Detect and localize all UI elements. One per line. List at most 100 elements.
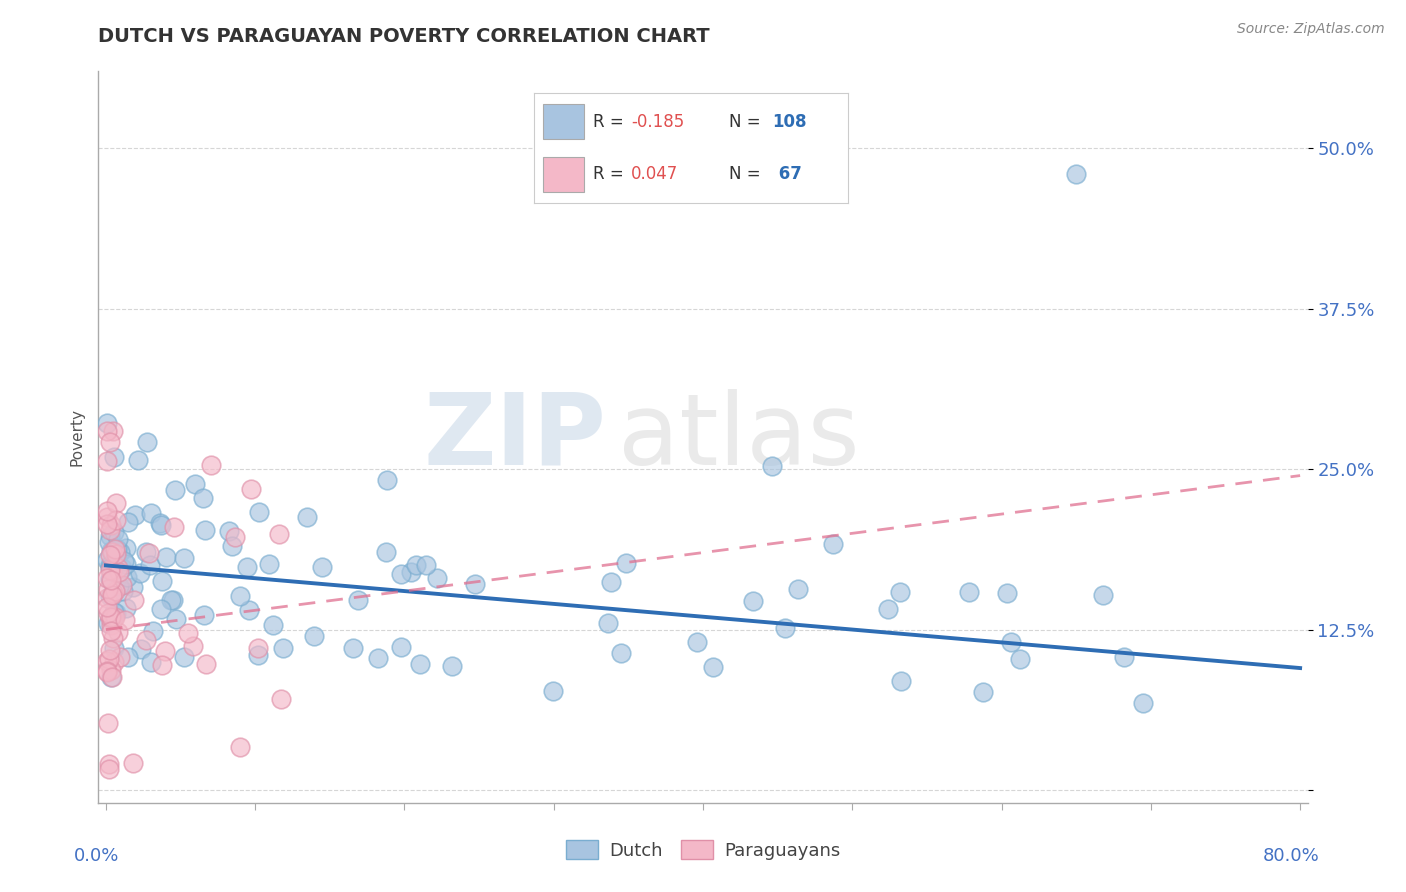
Point xyxy=(105,606,128,620)
Point xyxy=(598,615,620,630)
Point xyxy=(141,655,163,669)
Point xyxy=(304,629,326,643)
Point xyxy=(1064,167,1087,181)
Point xyxy=(97,757,120,772)
Text: DUTCH VS PARAGUAYAN POVERTY CORRELATION CHART: DUTCH VS PARAGUAYAN POVERTY CORRELATION … xyxy=(98,27,710,45)
Point xyxy=(101,545,124,559)
Point xyxy=(122,593,145,607)
Point xyxy=(177,626,200,640)
Point xyxy=(399,565,422,579)
Point xyxy=(135,632,157,647)
Point xyxy=(100,558,122,573)
Point xyxy=(104,610,127,624)
Point xyxy=(96,453,118,467)
Point xyxy=(236,560,259,574)
Point xyxy=(98,529,121,543)
Point xyxy=(347,593,370,607)
Point xyxy=(541,684,564,698)
Point xyxy=(100,588,122,602)
Point xyxy=(103,655,125,669)
Point xyxy=(257,558,280,572)
Point xyxy=(103,606,125,620)
Point xyxy=(426,571,449,585)
Point xyxy=(610,646,633,660)
Point xyxy=(162,593,184,607)
Point xyxy=(96,553,118,567)
Point xyxy=(124,508,146,522)
Point xyxy=(100,617,122,632)
Point xyxy=(375,473,398,487)
Point xyxy=(115,557,138,571)
Point xyxy=(97,762,120,776)
Point xyxy=(150,657,173,672)
Point xyxy=(105,541,128,556)
Point xyxy=(821,537,844,551)
Point xyxy=(229,589,252,603)
Point xyxy=(200,458,222,472)
Point xyxy=(97,651,120,665)
Point xyxy=(741,594,763,608)
Point xyxy=(240,482,263,496)
Point xyxy=(1091,589,1114,603)
Text: atlas: atlas xyxy=(619,389,860,485)
Point xyxy=(115,569,138,583)
Point xyxy=(111,561,134,575)
Point xyxy=(247,505,270,519)
Point xyxy=(96,653,118,667)
Point xyxy=(181,639,204,653)
Point xyxy=(238,603,260,617)
Point xyxy=(103,640,125,655)
Point xyxy=(100,573,122,587)
Point xyxy=(193,608,215,623)
Point xyxy=(389,566,412,581)
Legend: Dutch, Paraguayans: Dutch, Paraguayans xyxy=(558,833,848,867)
Point xyxy=(890,673,912,688)
Point xyxy=(107,560,129,574)
Point xyxy=(105,549,128,564)
Point xyxy=(115,600,138,615)
Point xyxy=(1132,697,1154,711)
Point xyxy=(96,591,118,605)
Point xyxy=(221,539,243,553)
Point xyxy=(96,417,118,431)
Point xyxy=(100,663,122,677)
Point xyxy=(110,650,132,665)
Point xyxy=(98,590,121,604)
Point xyxy=(311,559,333,574)
Point xyxy=(367,650,389,665)
Point xyxy=(96,504,118,518)
Point xyxy=(165,612,187,626)
Point xyxy=(149,516,172,530)
Point xyxy=(111,584,134,599)
Point xyxy=(1114,650,1136,665)
Point xyxy=(108,545,131,559)
Text: 80.0%: 80.0% xyxy=(1263,847,1320,864)
Point xyxy=(104,513,127,527)
Point xyxy=(100,564,122,578)
Point xyxy=(100,610,122,624)
Point xyxy=(98,523,121,537)
Point xyxy=(1000,635,1022,649)
Point xyxy=(117,515,139,529)
Point xyxy=(96,600,118,615)
Point xyxy=(218,524,240,538)
Text: Source: ZipAtlas.com: Source: ZipAtlas.com xyxy=(1237,22,1385,37)
Point xyxy=(163,483,186,498)
Point xyxy=(1010,652,1032,666)
Point xyxy=(104,496,127,510)
Point xyxy=(107,579,129,593)
Point xyxy=(138,558,160,573)
Point xyxy=(150,517,173,532)
Point xyxy=(100,518,122,533)
Point xyxy=(775,621,797,635)
Point xyxy=(150,602,173,616)
Point xyxy=(262,618,284,632)
Point xyxy=(97,582,120,596)
Point xyxy=(441,659,464,673)
Point xyxy=(101,611,124,625)
Point xyxy=(150,574,173,589)
Point xyxy=(295,509,318,524)
Point xyxy=(101,611,124,625)
Point xyxy=(129,566,152,580)
Point xyxy=(111,578,134,592)
